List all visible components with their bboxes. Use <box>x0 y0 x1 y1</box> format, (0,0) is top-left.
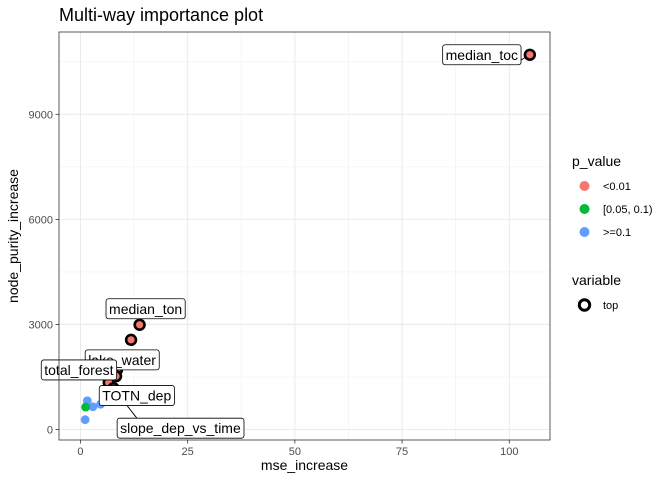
label-text: TOTN_dep <box>102 388 171 404</box>
data-point <box>80 415 90 425</box>
legend-shape-items: top <box>577 298 618 312</box>
label-text: slope_dep_vs_time <box>120 420 241 436</box>
plot-panel: median_tocmedian_tonlake_watertotal_fore… <box>40 31 551 441</box>
x-tick-label: 100 <box>500 446 518 458</box>
data-point <box>127 336 135 344</box>
legend-color-key <box>579 227 590 237</box>
y-tick-label: 3000 <box>29 319 53 331</box>
grid <box>59 32 550 440</box>
point-label-slope_dep_vs_time: slope_dep_vs_time <box>116 417 245 439</box>
panel-background <box>59 32 550 440</box>
x-axis-title: mse_increase <box>261 457 348 473</box>
legend-color-label: <0.01 <box>603 181 631 193</box>
label-box <box>40 359 118 381</box>
point-label-TOTN_dep: TOTN_dep <box>98 385 175 406</box>
point-labels: median_tocmedian_tonlake_watertotal_fore… <box>40 44 522 439</box>
y-tick-label: 0 <box>47 424 53 436</box>
x-tick-label: 25 <box>182 446 194 458</box>
x-tick-label: 0 <box>77 446 83 458</box>
legend-color-title: p_value <box>572 153 621 169</box>
plot-title: Multi-way importance plot <box>59 5 263 25</box>
data-point <box>526 51 534 59</box>
legend-color-items: <0.01 [0.05, 0.1) >=0.1 <box>579 181 653 239</box>
y-axis-title: node_purity_increase <box>5 169 21 303</box>
data-point <box>88 402 98 412</box>
legend: p_value <0.01 [0.05, 0.1) >=0.1 variable t… <box>572 153 653 312</box>
legend-color-label: >=0.1 <box>603 227 631 239</box>
label-box <box>116 417 245 439</box>
legend-shape-key <box>577 298 592 312</box>
panel-border <box>58 31 551 441</box>
legend-color-key <box>579 181 590 191</box>
label-box <box>105 298 186 320</box>
data-point <box>81 402 90 412</box>
label-text: median_toc <box>446 47 518 63</box>
label-text: total_forest <box>44 362 113 378</box>
data-point <box>136 321 144 329</box>
y-tick-label: 9000 <box>29 109 53 121</box>
legend-shape-title: variable <box>572 272 621 288</box>
y-axis-ticks: 0 3000 6000 9000 <box>29 109 59 436</box>
label-text: median_ton <box>109 301 182 317</box>
y-tick-label: 6000 <box>29 214 53 226</box>
label-box <box>442 44 522 66</box>
point-label-total_forest: total_forest <box>40 359 118 381</box>
point-label-median_ton: median_ton <box>105 298 186 320</box>
x-tick-label: 50 <box>289 446 301 458</box>
x-axis-ticks: 0 25 50 75 100 <box>77 440 518 458</box>
legend-shape-label: top <box>603 300 618 312</box>
legend-color-label: [0.05, 0.1) <box>603 204 653 216</box>
label-box <box>98 385 175 406</box>
legend-color-key <box>579 204 590 214</box>
x-tick-label: 75 <box>396 446 408 458</box>
point-label-median_toc: median_toc <box>442 44 522 66</box>
